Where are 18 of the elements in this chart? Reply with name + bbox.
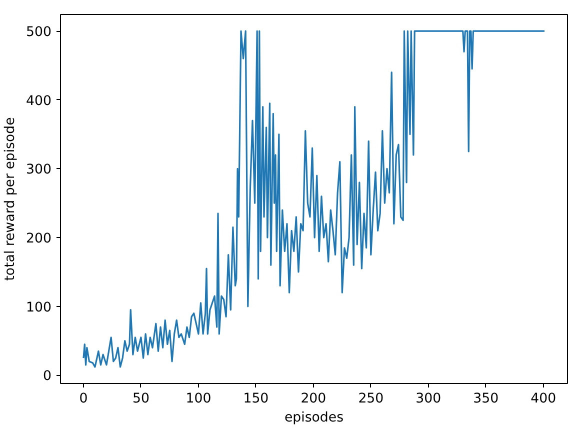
x-tick-label: 100 (186, 392, 212, 406)
x-tick-label: 250 (358, 392, 384, 406)
x-tick-label: 50 (132, 392, 150, 406)
y-tick-label: 0 (43, 369, 52, 384)
y-tick-label: 100 (26, 300, 52, 316)
y-tick-label: 500 (26, 25, 52, 40)
x-tick-label: 150 (243, 392, 269, 406)
x-tick-label: 300 (416, 392, 442, 406)
x-axis-title: episodes (284, 410, 344, 426)
x-tick-label: 200 (300, 392, 326, 406)
y-tick-label: 200 (26, 232, 52, 247)
line-series (82, 30, 546, 368)
y-tick-label: 400 (26, 94, 52, 109)
x-tick-label: 400 (530, 392, 556, 406)
x-tick-label: 350 (473, 392, 499, 406)
x-tick-label: 0 (79, 392, 88, 406)
y-tick-label: 300 (26, 162, 52, 178)
y-axis-title: total reward per episode (3, 117, 18, 281)
